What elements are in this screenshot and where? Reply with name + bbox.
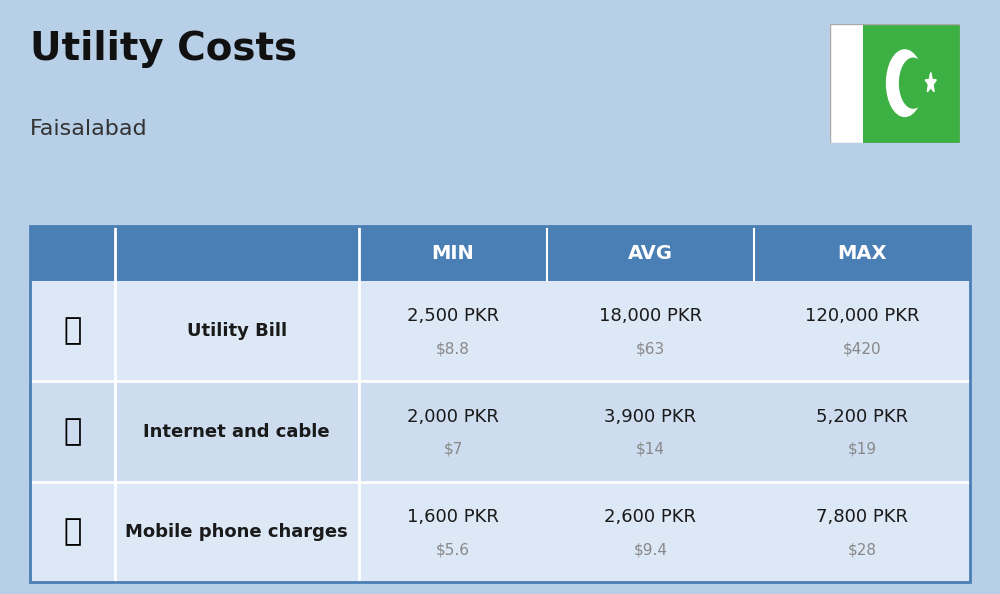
Text: 3,900 PKR: 3,900 PKR <box>604 407 696 426</box>
Text: 2,600 PKR: 2,600 PKR <box>604 508 696 526</box>
Text: 1,600 PKR: 1,600 PKR <box>407 508 499 526</box>
FancyBboxPatch shape <box>30 226 970 281</box>
Text: Faisalabad: Faisalabad <box>30 119 148 139</box>
Text: 🔌: 🔌 <box>63 317 81 346</box>
Text: $63: $63 <box>636 342 665 356</box>
FancyBboxPatch shape <box>30 381 970 482</box>
Text: Utility Bill: Utility Bill <box>187 322 287 340</box>
Text: $8.8: $8.8 <box>436 342 470 356</box>
Text: $14: $14 <box>636 442 665 457</box>
Text: AVG: AVG <box>628 244 673 263</box>
Text: 5,200 PKR: 5,200 PKR <box>816 407 908 426</box>
Text: MIN: MIN <box>432 244 474 263</box>
Text: $28: $28 <box>847 542 876 557</box>
Text: 120,000 PKR: 120,000 PKR <box>805 307 919 326</box>
Text: $420: $420 <box>843 342 881 356</box>
Circle shape <box>887 50 923 116</box>
Text: 2,500 PKR: 2,500 PKR <box>407 307 499 326</box>
Text: Mobile phone charges: Mobile phone charges <box>125 523 348 541</box>
Text: 📶: 📶 <box>63 417 81 446</box>
Text: 7,800 PKR: 7,800 PKR <box>816 508 908 526</box>
Text: $19: $19 <box>847 442 876 457</box>
Text: $5.6: $5.6 <box>436 542 470 557</box>
Text: $7: $7 <box>443 442 463 457</box>
Text: MAX: MAX <box>837 244 887 263</box>
Circle shape <box>900 58 927 108</box>
Text: Internet and cable: Internet and cable <box>143 422 330 441</box>
Text: 2,000 PKR: 2,000 PKR <box>407 407 499 426</box>
Text: $9.4: $9.4 <box>633 542 667 557</box>
FancyBboxPatch shape <box>30 281 970 381</box>
Polygon shape <box>925 72 936 92</box>
Bar <box>862 24 960 143</box>
Text: 18,000 PKR: 18,000 PKR <box>599 307 702 326</box>
Text: Utility Costs: Utility Costs <box>30 30 297 68</box>
Bar <box>830 24 862 143</box>
FancyBboxPatch shape <box>30 482 970 582</box>
Text: 📱: 📱 <box>63 517 81 546</box>
